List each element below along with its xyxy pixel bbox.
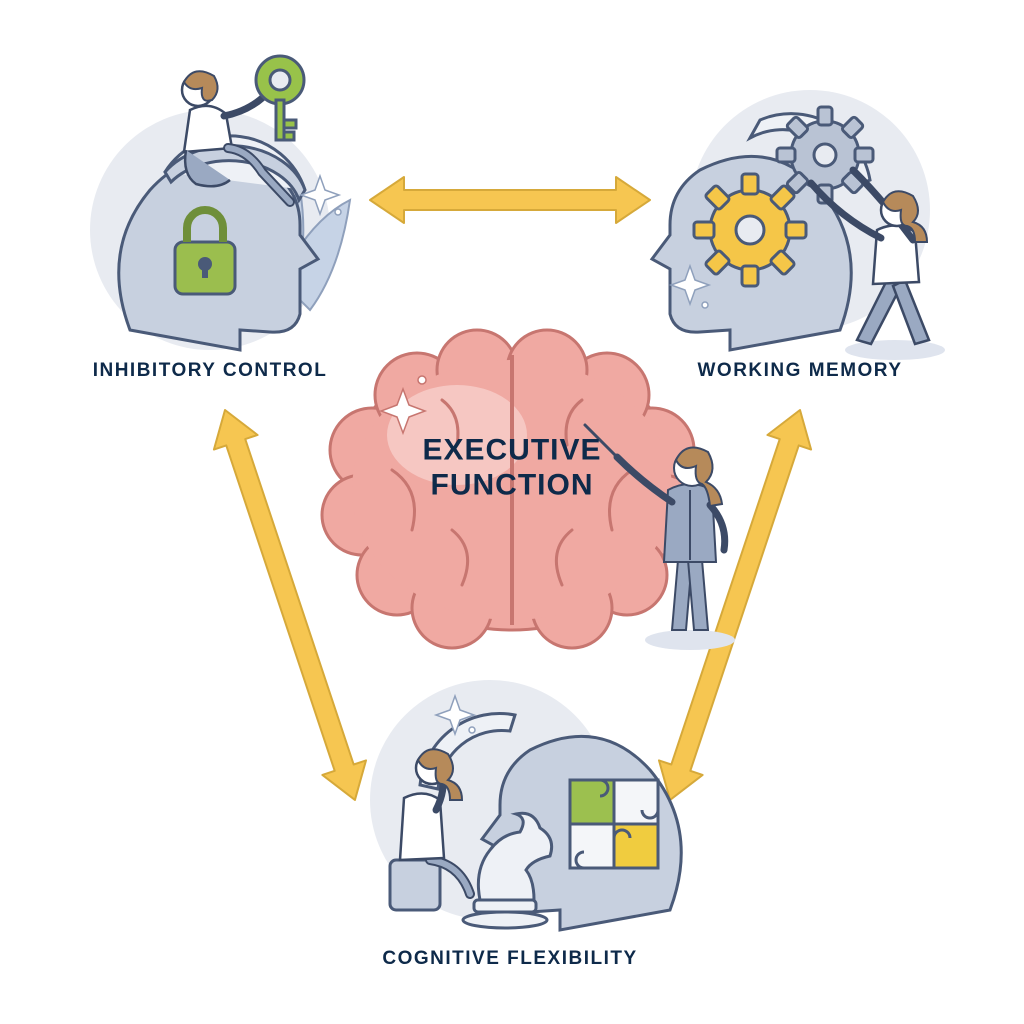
diagram-canvas: EXECUTIVE FUNCTION INHIBITORY CONTROL WO… xyxy=(0,0,1024,1024)
working-memory-illustration xyxy=(652,90,945,360)
gear-yellow xyxy=(694,174,806,286)
center-title-line1: EXECUTIVE xyxy=(422,434,601,469)
flexibility-illustration xyxy=(370,680,681,930)
inhibitory-illustration xyxy=(90,56,350,350)
label-flexibility: COGNITIVE FLEXIBILITY xyxy=(382,948,637,970)
label-working: WORKING MEMORY xyxy=(697,360,902,382)
arrow-top xyxy=(370,177,650,223)
center-title-line2: FUNCTION xyxy=(422,468,601,503)
diagram-svg xyxy=(0,0,1024,1024)
label-inhibitory: INHIBITORY CONTROL xyxy=(93,360,328,382)
gear-grey xyxy=(777,107,873,203)
center-title: EXECUTIVE FUNCTION xyxy=(422,434,601,503)
